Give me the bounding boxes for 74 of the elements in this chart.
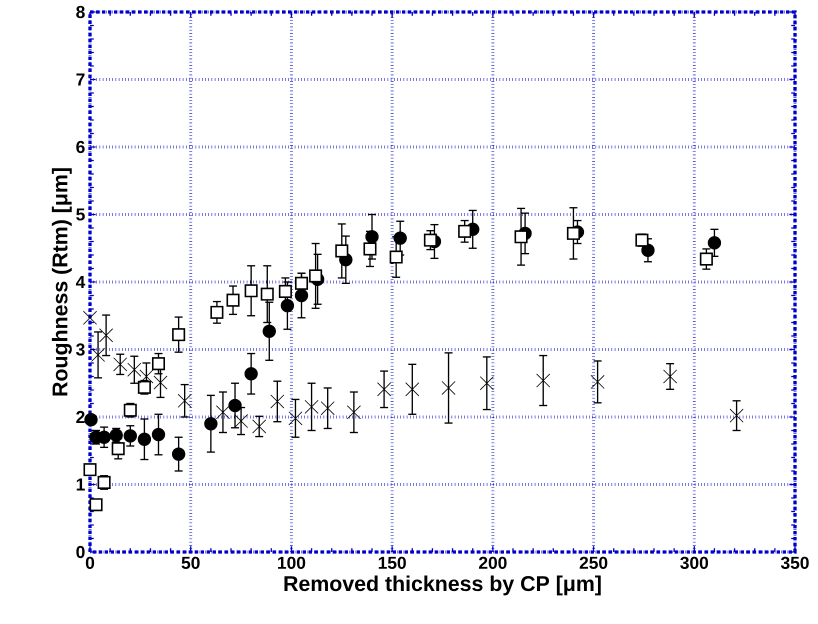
- point: [309, 269, 322, 282]
- point: [172, 328, 186, 342]
- point: [708, 236, 722, 250]
- point: [278, 284, 292, 298]
- point: [84, 413, 98, 426]
- point: [304, 400, 319, 414]
- point: [566, 226, 580, 240]
- point: [346, 405, 361, 420]
- y-axis-title: Roughness (Rtm) [μm]: [52, 168, 72, 396]
- point: [480, 376, 494, 390]
- point: [536, 374, 550, 388]
- point: [377, 382, 392, 396]
- point: [730, 408, 744, 423]
- point: [270, 394, 284, 408]
- point: [127, 362, 142, 377]
- point: [216, 405, 230, 420]
- point: [365, 230, 379, 244]
- point: [226, 294, 240, 307]
- x-axis-title: Removed thickness by CP [μm]: [284, 575, 601, 596]
- y-tick-label: 3: [76, 343, 85, 356]
- x-tick-label: 300: [680, 556, 708, 569]
- point: [138, 432, 152, 446]
- point: [294, 276, 308, 290]
- point: [641, 244, 655, 257]
- point: [244, 284, 258, 298]
- point: [178, 394, 192, 408]
- point: [363, 242, 377, 256]
- y-tick-label: 5: [76, 208, 85, 221]
- point: [152, 357, 166, 370]
- point: [288, 411, 302, 426]
- point: [91, 348, 106, 362]
- point: [99, 328, 114, 342]
- x-tick-label: 100: [278, 556, 306, 569]
- point: [204, 417, 218, 430]
- point: [424, 234, 437, 247]
- point: [663, 369, 678, 384]
- y-tick-label: 2: [76, 410, 85, 424]
- point: [244, 367, 258, 380]
- point: [458, 224, 472, 238]
- point: [154, 376, 168, 390]
- point: [514, 230, 528, 244]
- y-tick-label: 8: [76, 6, 85, 18]
- point: [442, 380, 456, 395]
- point: [260, 288, 274, 301]
- point: [83, 463, 97, 476]
- point: [700, 252, 713, 266]
- y-tick-label: 4: [76, 276, 86, 288]
- x-tick-label: 350: [780, 556, 809, 569]
- point: [152, 428, 166, 442]
- point: [405, 382, 420, 396]
- x-tick-label: 50: [182, 556, 200, 569]
- point: [294, 288, 308, 302]
- point: [252, 419, 266, 434]
- x-tick-label: 150: [378, 556, 406, 569]
- point: [590, 374, 605, 389]
- y-tick-label: 6: [76, 140, 85, 154]
- point: [210, 306, 224, 319]
- x-tick-label: 200: [479, 556, 507, 569]
- point: [335, 244, 348, 258]
- point: [262, 324, 276, 338]
- point: [90, 498, 103, 512]
- y-tick-label: 7: [76, 74, 85, 86]
- point: [113, 357, 128, 372]
- point: [280, 298, 294, 312]
- point: [228, 398, 242, 412]
- point: [172, 447, 186, 461]
- x-tick-label: 0: [86, 556, 94, 569]
- point: [112, 442, 125, 456]
- point: [320, 401, 335, 416]
- y-tick-label: 0: [76, 546, 85, 558]
- x-tick-label: 250: [580, 556, 608, 569]
- point: [83, 310, 98, 325]
- y-tick-label: 1: [76, 478, 85, 490]
- point: [124, 429, 137, 443]
